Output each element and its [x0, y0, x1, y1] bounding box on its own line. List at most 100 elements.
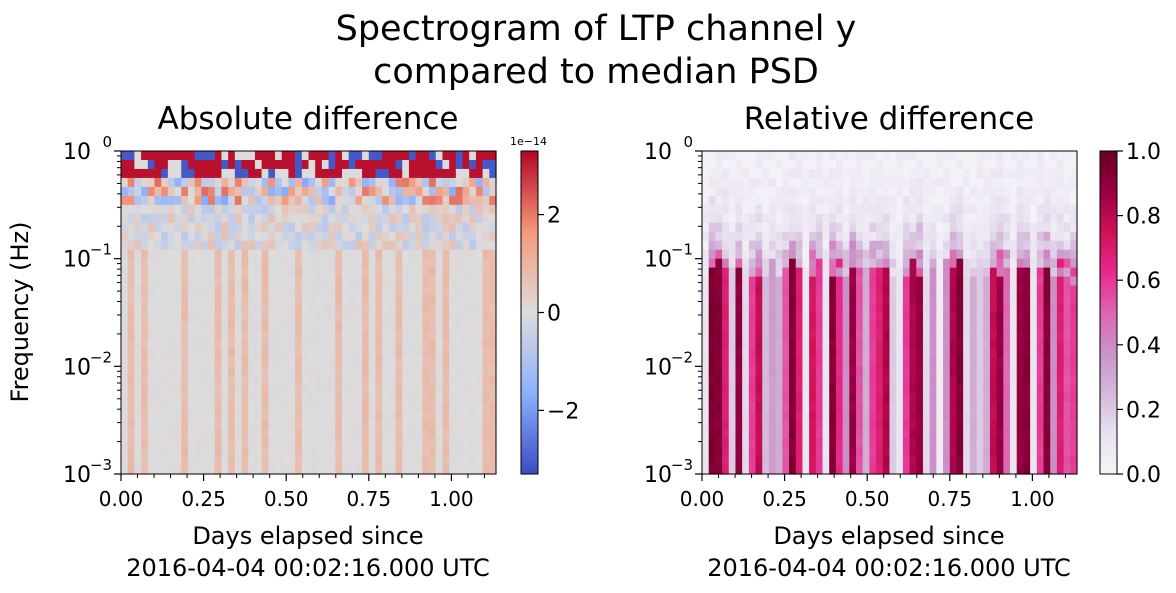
- heatmap-cell: [802, 168, 810, 179]
- heatmap-cell: [856, 339, 864, 349]
- heatmap-cell: [301, 393, 310, 403]
- heatmap-cell: [1043, 330, 1051, 341]
- heatmap-cell: [943, 321, 951, 332]
- heatmap-cell: [261, 240, 269, 251]
- heatmap-cell: [943, 393, 951, 403]
- heatmap-cell: [469, 267, 477, 278]
- heatmap-cell: [268, 339, 276, 349]
- heatmap-cell: [201, 222, 209, 233]
- heatmap-cell: [127, 303, 135, 314]
- heatmap-cell: [194, 393, 202, 403]
- heatmap-cell: [916, 429, 924, 439]
- heatmap-cell: [882, 294, 891, 305]
- heatmap-cell: [261, 393, 269, 403]
- heatmap-cell: [241, 168, 249, 179]
- heatmap-cell: [963, 249, 971, 260]
- heatmap-cell: [842, 276, 850, 287]
- heatmap-cell: [161, 285, 169, 296]
- heatmap-cell: [715, 249, 723, 260]
- heatmap-cell: [1003, 231, 1011, 242]
- heatmap-cell: [949, 204, 958, 215]
- heatmap-cell: [876, 177, 884, 188]
- heatmap-cell: [862, 438, 871, 448]
- heatmap-cell: [455, 151, 464, 161]
- heatmap-cell: [214, 213, 223, 224]
- heatmap-cell: [228, 258, 236, 269]
- y-tick-exponent: −2: [671, 348, 693, 366]
- heatmap-cell: [335, 456, 343, 466]
- heatmap-cell: [295, 240, 303, 251]
- heatmap-cell: [415, 177, 423, 188]
- heatmap-cell: [348, 393, 356, 403]
- heatmap-cell: [328, 159, 336, 170]
- heatmap-cell: [482, 249, 490, 260]
- heatmap-cell: [201, 384, 209, 394]
- heatmap-cell: [321, 447, 330, 457]
- heatmap-cell: [822, 366, 830, 376]
- heatmap-cell: [449, 159, 457, 170]
- heatmap-cell: [248, 339, 256, 349]
- heatmap-cell: [435, 321, 444, 332]
- heatmap-cell: [382, 294, 390, 305]
- heatmap-cell: [214, 339, 223, 349]
- heatmap-cell: [341, 249, 350, 260]
- heatmap-cell: [762, 177, 770, 188]
- heatmap-cell: [228, 438, 236, 448]
- heatmap-cell: [849, 159, 857, 170]
- heatmap-cell: [174, 249, 182, 260]
- heatmap-cell: [435, 249, 444, 260]
- heatmap-cell: [896, 321, 904, 332]
- heatmap-cell: [1063, 231, 1071, 242]
- heatmap-cell: [789, 429, 797, 439]
- absolute-difference-colorbar: [520, 150, 539, 475]
- heatmap-cell: [127, 204, 135, 215]
- heatmap-cell: [882, 258, 891, 269]
- heatmap-cell: [742, 249, 750, 260]
- heatmap-cell: [221, 294, 229, 305]
- heatmap-cell: [181, 249, 189, 260]
- heatmap-cell: [849, 384, 857, 394]
- heatmap-cell: [829, 411, 837, 421]
- y-tick-exponent: −2: [90, 348, 112, 366]
- heatmap-cell: [909, 420, 917, 430]
- heatmap-cell: [402, 267, 410, 278]
- heatmap-cell: [228, 213, 236, 224]
- heatmap-cell: [288, 159, 296, 170]
- heatmap-cell: [889, 294, 897, 305]
- heatmap-cell: [321, 438, 330, 448]
- heatmap-cell: [241, 456, 249, 466]
- heatmap-cell: [442, 411, 450, 421]
- heatmap-cell: [187, 249, 196, 260]
- heatmap-cell: [275, 375, 283, 385]
- heatmap-cell: [234, 267, 243, 278]
- heatmap-cell: [228, 177, 236, 188]
- heatmap-cell: [449, 151, 457, 161]
- heatmap-cell: [748, 222, 757, 233]
- heatmap-cell: [315, 204, 323, 215]
- heatmap-cell: [815, 375, 824, 385]
- heatmap-cell: [134, 151, 142, 161]
- heatmap-cell: [375, 420, 383, 430]
- heatmap-cell: [889, 303, 897, 314]
- heatmap-cell: [335, 267, 343, 278]
- heatmap-cell: [194, 330, 202, 341]
- heatmap-cell: [181, 168, 189, 179]
- heatmap-cell: [983, 276, 991, 287]
- heatmap-cell: [916, 438, 924, 448]
- heatmap-cell: [261, 429, 269, 439]
- heatmap-cell: [976, 168, 984, 179]
- heatmap-cell: [869, 465, 877, 475]
- heatmap-cell: [288, 330, 296, 341]
- heatmap-cell: [301, 420, 310, 430]
- heatmap-cell: [989, 393, 998, 403]
- heatmap-cell: [228, 151, 236, 161]
- heatmap-cell: [768, 411, 777, 421]
- heatmap-cell: [742, 438, 750, 448]
- heatmap-cell: [909, 366, 917, 376]
- heatmap-cell: [341, 348, 350, 358]
- heatmap-cell: [241, 447, 249, 457]
- heatmap-cell: [234, 411, 243, 421]
- heatmap-cell: [909, 294, 917, 305]
- heatmap-cell: [849, 303, 857, 314]
- heatmap-cell: [722, 267, 730, 278]
